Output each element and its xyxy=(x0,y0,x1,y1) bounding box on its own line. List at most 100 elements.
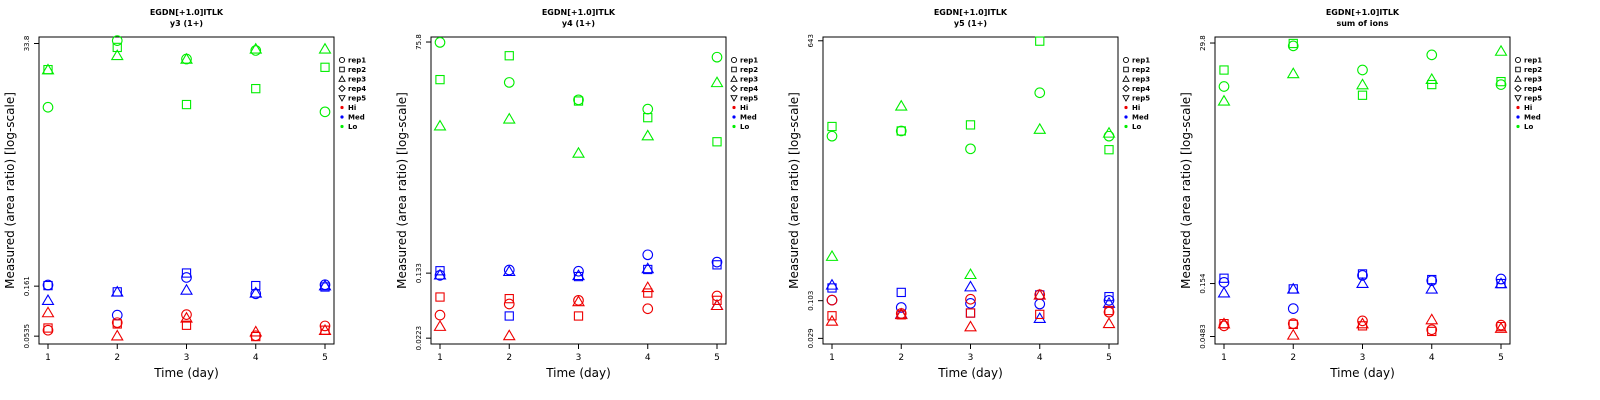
data-point xyxy=(1427,326,1437,337)
data-point xyxy=(1286,328,1300,340)
data-point xyxy=(251,331,261,342)
data-point xyxy=(110,329,124,341)
y-tick-label: 0.029 xyxy=(807,328,815,348)
legend-label: rep2 xyxy=(740,66,758,74)
chart-subtitle: y5 (1+) xyxy=(954,19,987,28)
data-point xyxy=(827,283,837,293)
data-point xyxy=(1357,315,1368,327)
data-point xyxy=(1103,295,1115,306)
x-tick-label: 2 xyxy=(1290,353,1296,363)
data-point xyxy=(641,129,655,141)
legend-label: rep3 xyxy=(740,76,758,84)
data-point xyxy=(894,308,908,320)
x-tick-label: 5 xyxy=(1106,353,1112,363)
data-point xyxy=(825,278,839,290)
x-axis-label: Time (day) xyxy=(1329,366,1395,380)
data-point xyxy=(110,49,124,61)
y-tick-label: 0.0223 xyxy=(415,326,423,351)
data-point xyxy=(896,287,906,298)
data-point xyxy=(1104,145,1114,155)
data-point xyxy=(964,268,977,280)
legend-label: rep5 xyxy=(348,95,366,103)
y-axis-label: Measured (area ratio) [log-scale] xyxy=(1179,92,1193,289)
plot-frame xyxy=(822,36,1119,345)
x-tick-label: 4 xyxy=(1037,353,1043,363)
x-tick-label: 2 xyxy=(114,353,120,363)
legend-symbol xyxy=(1514,75,1522,82)
data-point xyxy=(827,121,837,132)
data-point xyxy=(1102,317,1116,329)
legend-dot xyxy=(732,124,736,129)
data-point xyxy=(965,308,976,318)
legend-symbol xyxy=(1514,84,1522,93)
legend-symbol xyxy=(1514,95,1522,102)
chart-panel-1: EGDN[+1.0]ITLK y3 (1+) 1 2 3 4 5 Time (day) 0.05… xyxy=(3,8,366,380)
series-med xyxy=(41,268,332,321)
chart-title: EGDN[+1.0]ITLK xyxy=(150,8,224,17)
x-tick-label: 4 xyxy=(1429,353,1435,363)
data-point xyxy=(251,280,261,291)
data-point xyxy=(965,293,976,305)
data-point xyxy=(1496,76,1506,87)
legend-label: rep1 xyxy=(1132,57,1150,65)
data-point xyxy=(896,126,906,136)
legend-dot xyxy=(340,124,344,129)
x-tick-label: 5 xyxy=(322,353,328,363)
legend-label: rep1 xyxy=(1524,57,1542,65)
data-point xyxy=(434,37,446,48)
legend-label: Hi xyxy=(740,104,748,112)
data-point xyxy=(825,314,839,326)
data-point xyxy=(42,324,54,336)
data-point xyxy=(1104,291,1114,302)
legend-dot xyxy=(1124,124,1128,129)
data-point xyxy=(825,249,839,261)
data-point xyxy=(965,120,976,130)
data-point xyxy=(964,320,977,332)
x-tick-label: 1 xyxy=(829,353,835,363)
legend-label: rep3 xyxy=(1524,76,1542,84)
data-point xyxy=(1288,319,1298,330)
plot-frame xyxy=(1214,36,1511,345)
series-hi xyxy=(825,288,1116,332)
legend-dot xyxy=(1124,105,1128,110)
legend-symbol xyxy=(338,95,346,102)
data-point xyxy=(1033,122,1047,134)
data-point xyxy=(42,101,54,113)
data-point xyxy=(319,106,331,118)
data-point xyxy=(894,99,908,111)
data-point xyxy=(1033,288,1047,300)
y-tick-label: 0.0483 xyxy=(1199,324,1207,349)
data-point xyxy=(43,280,53,291)
legend-symbol xyxy=(1515,66,1521,73)
x-tick-label: 1 xyxy=(45,353,51,363)
chart-subtitle: y4 (1+) xyxy=(562,19,595,28)
data-point xyxy=(180,311,193,323)
legend-symbol xyxy=(730,84,738,93)
data-point xyxy=(250,45,262,56)
data-point xyxy=(1035,36,1045,46)
data-point xyxy=(1219,273,1229,283)
data-point xyxy=(1217,286,1231,298)
data-point xyxy=(502,264,516,277)
series-med xyxy=(433,249,724,321)
data-point xyxy=(1287,40,1299,52)
data-point xyxy=(641,262,655,274)
legend-dot xyxy=(1516,105,1520,110)
legend-label: Lo xyxy=(1132,123,1141,131)
chart-title: EGDN[+1.0]ITLK xyxy=(542,8,616,17)
data-point xyxy=(1356,276,1369,289)
data-point xyxy=(1286,282,1300,294)
legend-label: rep5 xyxy=(740,95,758,103)
data-point xyxy=(181,309,192,320)
data-point xyxy=(320,62,330,72)
data-point xyxy=(503,298,515,310)
legend-symbol xyxy=(1122,56,1130,64)
data-point xyxy=(318,42,332,54)
data-point xyxy=(180,52,193,64)
legend-symbol xyxy=(730,75,738,82)
data-point xyxy=(1356,78,1369,90)
legend-label: rep4 xyxy=(1132,85,1150,93)
chart-panel-2: EGDN[+1.0]ITLK y4 (1+) 1 2 3 4 5 Time (day) 0.02… xyxy=(395,8,758,380)
